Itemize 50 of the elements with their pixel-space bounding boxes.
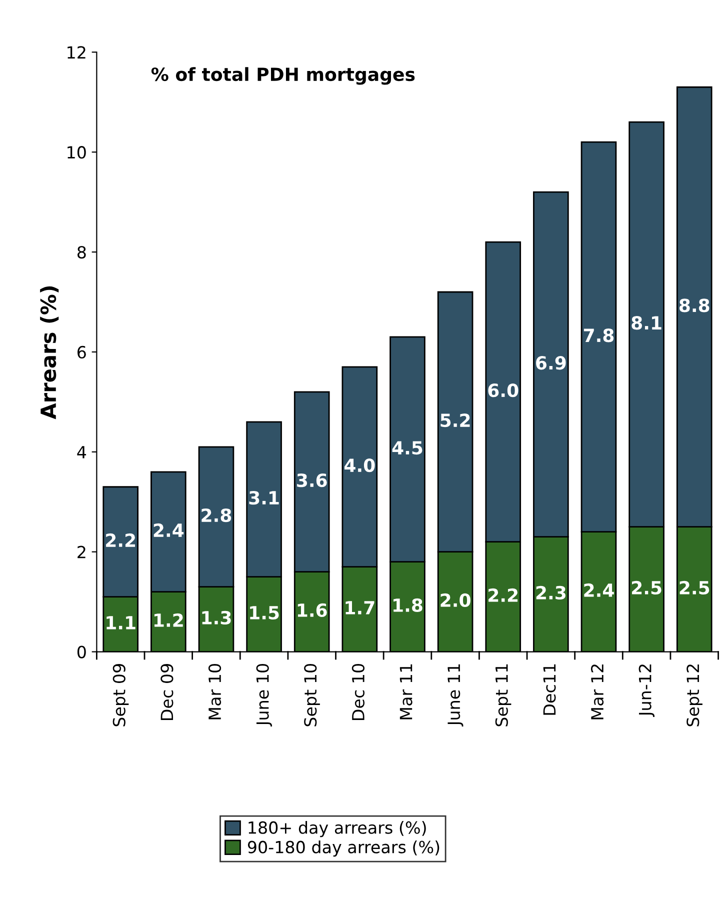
- x-tick-label: June 11: [448, 664, 464, 727]
- data-label: 3.1: [249, 490, 279, 505]
- y-tick-label: 10: [68, 146, 86, 159]
- x-tick-label: Mar 11: [400, 664, 412, 720]
- y-tick-label: 4: [77, 446, 86, 458]
- data-label: 1.5: [250, 606, 279, 620]
- data-label: 2.0: [440, 593, 470, 608]
- x-tick-label: Sept 09: [112, 664, 129, 726]
- x-tick-label: Dec 09: [160, 664, 174, 720]
- x-tick-label: Sept 11: [495, 664, 512, 726]
- x-tick-label: Mar 12: [590, 664, 604, 720]
- data-label: 1.1: [106, 616, 136, 630]
- data-label: 6.9: [536, 356, 566, 370]
- x-tick-label: Dec11: [543, 664, 556, 715]
- y-tick-label: 8: [77, 246, 86, 259]
- text: % of total PDH mortgages: [151, 67, 415, 85]
- data-label: 3.6: [297, 473, 327, 488]
- data-label: 1.2: [154, 613, 183, 627]
- x-tick-label: Sept 12: [686, 664, 702, 726]
- y-tick-label: 2: [78, 546, 86, 558]
- data-label: 2.4: [584, 583, 614, 597]
- legend-label: 90-180 day arrears (%): [248, 840, 440, 857]
- data-label: 2.8: [202, 508, 232, 522]
- data-label: 1.3: [202, 610, 231, 625]
- y-tick-label: 12: [68, 46, 86, 58]
- x-tick-label: June 10: [256, 664, 272, 727]
- y-axis-title: Arrears (%): [40, 286, 59, 420]
- data-label: 4.5: [392, 441, 422, 455]
- y-tick-label: 6: [78, 346, 86, 359]
- data-label: 2.5: [680, 580, 710, 595]
- data-label: 1.7: [346, 601, 374, 614]
- x-tick-label: Sept 10: [304, 664, 320, 726]
- data-label: 4.0: [344, 458, 375, 472]
- data-label: 8.1: [632, 316, 662, 330]
- data-label: 2.2: [488, 588, 518, 602]
- data-label: 2.4: [154, 523, 184, 537]
- legend-label: 180+ day arrears (%): [248, 821, 426, 838]
- data-label: 6.0: [488, 384, 518, 398]
- x-tick-label: Jun-12: [638, 664, 654, 718]
- data-label: 7.8: [584, 328, 614, 342]
- data-label: 2.5: [632, 580, 662, 595]
- data-label: 1.8: [394, 598, 422, 612]
- x-tick-label: Mar 10: [208, 664, 222, 720]
- y-tick-label: 0: [77, 646, 86, 658]
- data-label: 8.8: [679, 298, 710, 312]
- data-label: 2.3: [536, 586, 566, 600]
- x-tick-label: Dec 10: [352, 664, 365, 720]
- data-label: 2.2: [106, 533, 136, 547]
- data-label: 1.6: [298, 603, 327, 618]
- data-label: 5.2: [440, 413, 470, 428]
